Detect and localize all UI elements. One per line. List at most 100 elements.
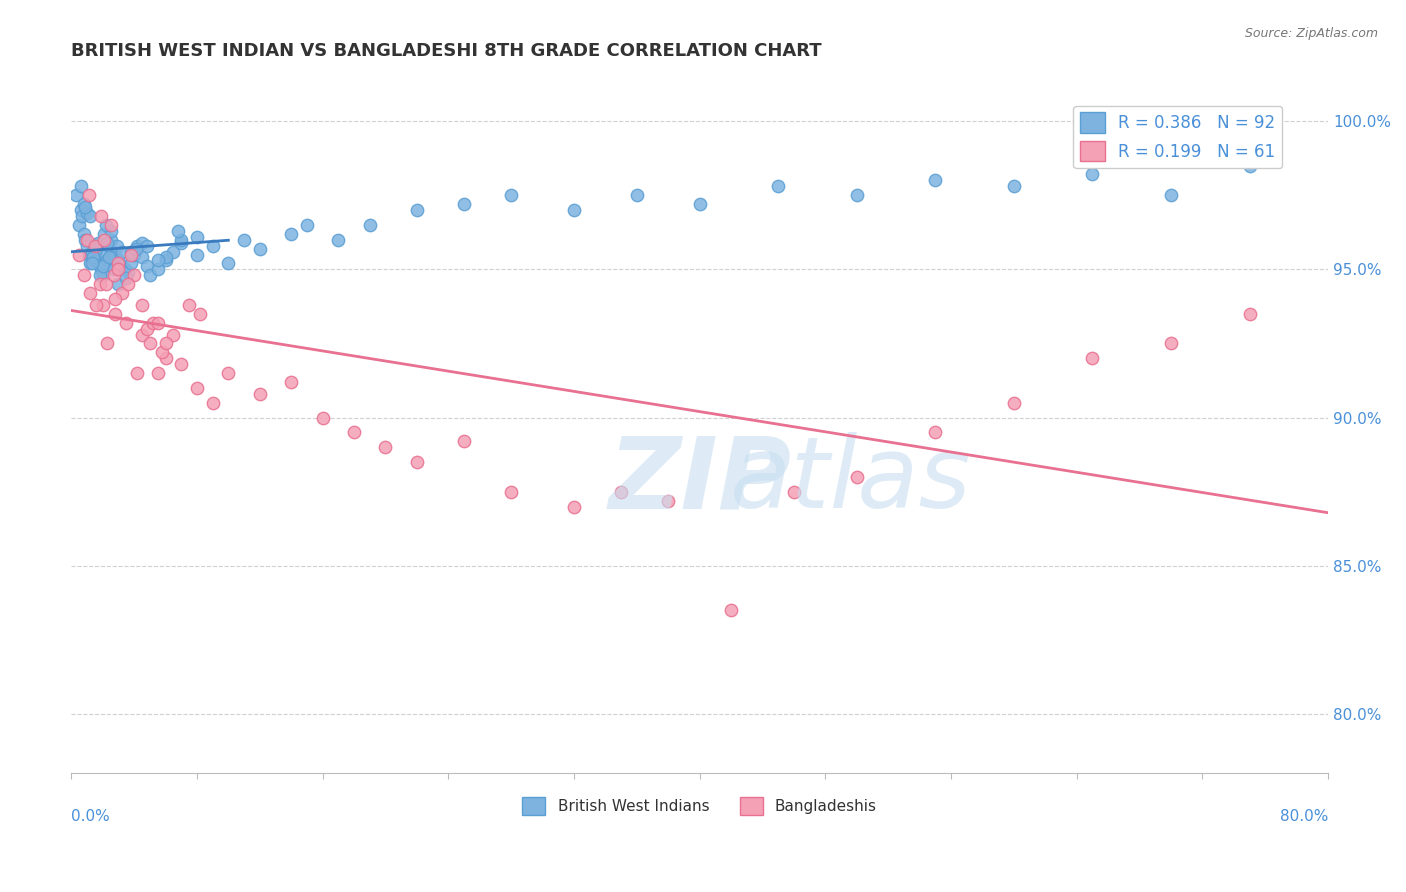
Point <box>626 188 648 202</box>
Point <box>131 235 153 250</box>
Point <box>924 173 946 187</box>
Point <box>768 179 790 194</box>
Point <box>501 188 523 202</box>
Point <box>73 268 96 283</box>
Point <box>453 434 475 449</box>
Point <box>76 238 98 252</box>
Point <box>131 298 153 312</box>
Point <box>101 251 124 265</box>
Point <box>217 366 239 380</box>
Point <box>720 603 742 617</box>
Point <box>110 260 132 274</box>
Point <box>103 262 125 277</box>
Point <box>104 262 127 277</box>
Point <box>104 292 127 306</box>
Point <box>80 244 103 259</box>
Point <box>90 209 112 223</box>
Point <box>79 209 101 223</box>
Point <box>93 227 115 241</box>
Point <box>117 265 139 279</box>
Point <box>845 188 868 202</box>
Point <box>82 251 104 265</box>
Point <box>79 286 101 301</box>
Point <box>94 244 117 259</box>
Point <box>91 268 114 283</box>
Point <box>845 470 868 484</box>
Point <box>89 260 111 274</box>
Point <box>103 256 125 270</box>
Point <box>100 218 122 232</box>
Point <box>155 336 177 351</box>
Point <box>83 253 105 268</box>
Point <box>1002 179 1025 194</box>
Legend: British West Indians, Bangladeshis: British West Indians, Bangladeshis <box>516 790 883 822</box>
Point <box>115 271 138 285</box>
Point <box>924 425 946 440</box>
Point <box>127 238 149 252</box>
Point <box>1239 159 1261 173</box>
Point <box>162 244 184 259</box>
Point <box>69 202 91 217</box>
Point <box>562 500 585 514</box>
Point <box>69 179 91 194</box>
Point <box>120 256 142 270</box>
Point <box>657 493 679 508</box>
Point <box>170 233 193 247</box>
Point <box>146 262 169 277</box>
Point <box>562 202 585 217</box>
Point <box>104 247 127 261</box>
Point <box>135 321 157 335</box>
Point <box>1239 307 1261 321</box>
Point <box>76 206 98 220</box>
Point <box>217 256 239 270</box>
Point <box>359 218 381 232</box>
Point <box>249 387 271 401</box>
Point <box>86 242 108 256</box>
Point <box>142 316 165 330</box>
Point <box>328 233 350 247</box>
Point <box>146 316 169 330</box>
Point <box>87 235 110 250</box>
Point <box>96 253 118 268</box>
Point <box>103 268 125 283</box>
Point <box>170 357 193 371</box>
Point <box>150 345 173 359</box>
Point <box>86 298 108 312</box>
Point <box>249 242 271 256</box>
Point <box>155 253 177 268</box>
Point <box>295 218 318 232</box>
Point <box>70 209 93 223</box>
Point <box>67 247 90 261</box>
Point <box>96 336 118 351</box>
Point <box>107 277 129 292</box>
Point <box>453 197 475 211</box>
Point <box>188 307 211 321</box>
Point <box>146 366 169 380</box>
Point <box>135 238 157 252</box>
Text: atlas: atlas <box>730 433 972 529</box>
Point <box>110 286 132 301</box>
Point <box>139 268 162 283</box>
Point <box>79 256 101 270</box>
Text: Source: ZipAtlas.com: Source: ZipAtlas.com <box>1244 27 1378 40</box>
Point <box>120 244 142 259</box>
Point <box>374 440 396 454</box>
Point <box>94 277 117 292</box>
Point <box>75 233 97 247</box>
Point <box>75 200 97 214</box>
Point <box>83 238 105 252</box>
Point <box>501 484 523 499</box>
Point <box>201 396 224 410</box>
Point <box>127 366 149 380</box>
Point <box>311 410 333 425</box>
Point <box>107 253 129 268</box>
Point <box>131 327 153 342</box>
Point <box>94 218 117 232</box>
Point <box>131 251 153 265</box>
Point <box>280 227 302 241</box>
Point <box>170 235 193 250</box>
Point <box>1002 396 1025 410</box>
Point <box>93 256 115 270</box>
Point <box>146 253 169 268</box>
Point <box>135 260 157 274</box>
